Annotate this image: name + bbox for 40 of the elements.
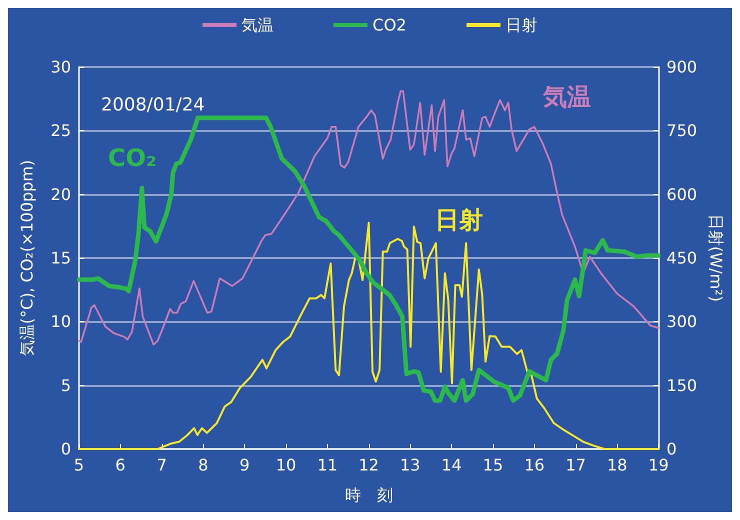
x-tick-label: 19 — [648, 456, 669, 474]
y-tick-label: 30 — [50, 58, 71, 76]
y2-tick-label: 0 — [666, 440, 677, 458]
x-tick-label: 14 — [441, 456, 462, 474]
y-axis-title: 気温(°C), CO₂(×100ppm) — [18, 160, 36, 356]
line-series — [76, 116, 661, 403]
x-tick-label: 5 — [74, 456, 84, 474]
y-tick-label: 15 — [50, 248, 71, 268]
x-tick-label: 13 — [400, 456, 420, 474]
x-tick-label: 12 — [358, 456, 379, 474]
y2-tick-label: 300 — [666, 312, 698, 332]
y-tick-label: 0 — [60, 440, 71, 458]
y-tick-label: 25 — [50, 121, 71, 140]
x-tick-label: 11 — [317, 456, 338, 474]
legend-label: 日射 — [505, 16, 538, 34]
legend-label: CO2 — [372, 16, 406, 34]
x-tick-label: 15 — [482, 456, 504, 474]
x-tick-label: 6 — [115, 456, 126, 474]
y-tick-label: 5 — [60, 376, 71, 395]
x-tick-label: 18 — [606, 456, 628, 474]
x-axis-title: 時 刻 — [344, 486, 393, 504]
legend-label: 気温 — [242, 16, 274, 34]
x-tick-label: 17 — [566, 456, 586, 474]
y2-tick-label: 600 — [666, 184, 698, 204]
annotation: 気温 — [542, 83, 591, 111]
x-tick-label: 16 — [524, 456, 545, 474]
x-tick-label: 8 — [198, 456, 208, 474]
y-tick-label: 10 — [50, 312, 71, 332]
annotation: 2008/01/24 — [101, 94, 205, 116]
x-tick-label: 7 — [156, 456, 167, 474]
y2-tick-label: 900 — [666, 58, 698, 76]
annotation: 日射 — [435, 206, 483, 234]
y2-tick-label: 450 — [666, 248, 698, 268]
x-tick-label: 10 — [276, 456, 296, 474]
x-tick-label: 9 — [239, 456, 250, 474]
y2-tick-label: 750 — [666, 121, 698, 140]
y2-tick-label: 150 — [666, 376, 698, 395]
y-tick-label: 20 — [50, 184, 71, 204]
y2-axis-title: 日射(W/m²) — [706, 214, 726, 302]
annotation: CO₂ — [108, 144, 157, 172]
